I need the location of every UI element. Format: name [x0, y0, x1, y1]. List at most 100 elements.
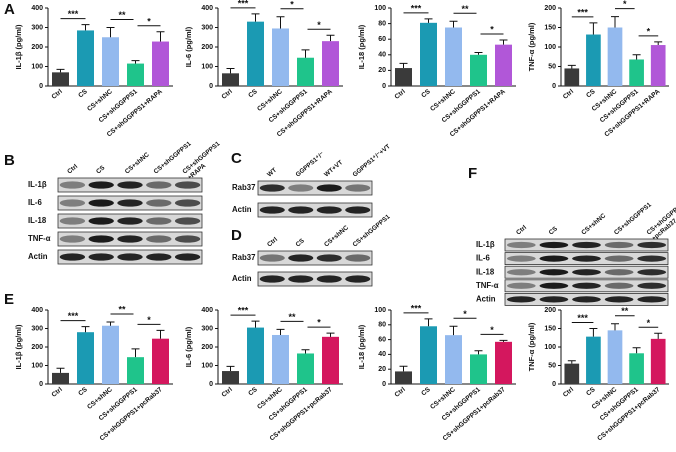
y-tick-label: 100: [31, 362, 43, 369]
lane-label: WT+VT: [323, 159, 344, 178]
bar: [395, 371, 412, 384]
blot-band: [316, 254, 342, 262]
blot-band: [539, 241, 569, 249]
bar: [445, 335, 462, 384]
bar: [395, 68, 412, 86]
error-bar: [611, 323, 619, 331]
bar: [607, 330, 623, 384]
y-tick-label: 0: [382, 83, 386, 90]
significance-label: *: [147, 315, 151, 325]
significance-label: **: [118, 305, 126, 315]
y-tick-label: 200: [201, 44, 213, 51]
y-tick-label: 20: [378, 366, 386, 373]
error-bar: [567, 64, 576, 69]
row-label: TNF-α: [28, 234, 51, 243]
lane-label: CS: [95, 164, 107, 176]
y-tick-label: 60: [378, 336, 386, 343]
significance-label: *: [147, 16, 151, 26]
row-label: Actin: [28, 252, 48, 261]
blot-band: [604, 296, 634, 303]
y-tick-label: 50: [548, 362, 556, 369]
blot-band: [316, 275, 342, 283]
bar: [102, 325, 119, 384]
significance-label: **: [288, 312, 296, 322]
y-tick-label: 100: [31, 63, 43, 70]
blot-band: [316, 184, 342, 192]
bar: [629, 59, 644, 86]
row-label: IL-6: [476, 254, 491, 263]
row-label: Actin: [232, 274, 252, 283]
blot-band: [572, 255, 601, 262]
error-bar: [276, 328, 285, 335]
lane-label: Ctrl: [266, 236, 279, 249]
blot-strip: [257, 202, 373, 218]
significance-label: *: [623, 0, 627, 9]
y-tick-label: 0: [39, 381, 43, 388]
y-tick-label: 0: [382, 381, 386, 388]
blot-band: [539, 296, 569, 303]
y-tick-label: 300: [31, 325, 43, 332]
error-bar: [424, 318, 433, 327]
significance-label: *: [490, 325, 494, 335]
blot-band: [88, 253, 114, 261]
blot-band: [572, 269, 601, 276]
panel-letter: C: [231, 150, 242, 167]
panel-letter: B: [4, 152, 15, 169]
significance-label: *: [317, 318, 321, 328]
blot-band: [572, 282, 601, 289]
lane-label: WT: [266, 167, 278, 179]
panel-letter: D: [231, 227, 242, 244]
blot-band: [117, 199, 143, 207]
blot-band: [59, 235, 86, 243]
blot-band: [604, 241, 634, 249]
significance-label: ***: [238, 306, 249, 316]
blot-band: [604, 255, 634, 262]
bar: [52, 372, 69, 384]
blot-band: [572, 241, 601, 249]
x-tick-label: Ctrl: [562, 88, 575, 101]
row-label: IL-1β: [476, 240, 495, 249]
y-tick-label: 0: [552, 83, 556, 90]
y-tick-label: 400: [31, 307, 43, 314]
bar: [420, 22, 437, 86]
x-tick-label: CS: [585, 386, 597, 398]
error-bar: [326, 332, 335, 337]
significance-label: ***: [577, 7, 588, 17]
blot-band: [506, 282, 536, 289]
bar: [564, 68, 580, 86]
significance-label: ***: [577, 313, 588, 323]
significance-label: *: [490, 24, 494, 34]
y-axis-label: IL-6 (pg/ml): [184, 26, 193, 67]
y-axis-label: IL-18 (pg/ml): [357, 324, 366, 369]
error-bar: [654, 41, 663, 46]
y-tick-label: 150: [544, 24, 556, 31]
blot-band: [604, 282, 634, 289]
error-bar: [301, 349, 310, 354]
blot-band: [288, 275, 314, 283]
y-tick-label: 50: [548, 63, 556, 70]
significance-label: ***: [411, 303, 422, 313]
y-tick-label: 200: [544, 307, 556, 314]
error-bar: [156, 329, 165, 339]
bar: [650, 45, 666, 86]
blot-strip: [257, 271, 373, 287]
y-tick-label: 200: [544, 5, 556, 12]
blot-band: [174, 253, 201, 261]
error-bar: [81, 24, 90, 31]
y-tick-label: 100: [544, 44, 556, 51]
blot-band: [506, 269, 536, 276]
blot-band: [637, 282, 667, 289]
x-tick-label: Ctrl: [562, 386, 575, 399]
error-bar: [56, 68, 65, 73]
error-bar: [106, 27, 115, 38]
bar: [127, 357, 144, 384]
bar: [102, 37, 119, 86]
bar: [420, 326, 437, 384]
bar: [322, 336, 339, 384]
significance-label: *: [317, 20, 321, 30]
error-bar: [499, 339, 508, 342]
significance-label: *: [290, 0, 294, 9]
error-bar: [131, 348, 140, 358]
y-tick-label: 80: [378, 20, 386, 27]
